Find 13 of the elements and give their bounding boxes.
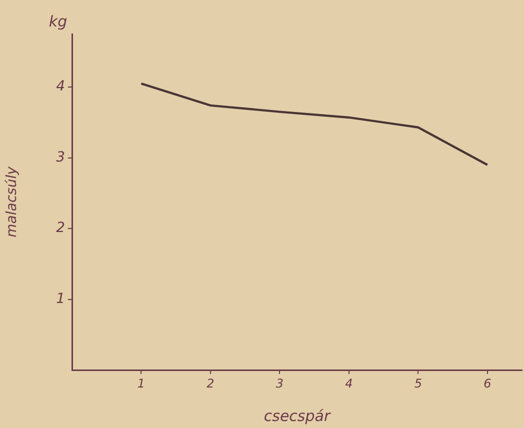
x-axis-title: csecspár [264,406,331,425]
text: kg [48,12,68,30]
y-tick-label: 2 [56,220,66,236]
x-tick-label: 3 [276,376,284,390]
y-axis-title: malacsúly [4,166,20,238]
x-tick-label: 2 [206,376,214,390]
y-tick-label: 1 [56,290,65,307]
x-tick-label: 5 [414,376,422,390]
y-tick-label: 4 [56,78,65,95]
x-tick-label: 1 [137,376,146,390]
x-tick-label: 6 [484,376,492,390]
x-tick-label: 4 [345,376,353,390]
y-tick-label: 3 [56,149,65,166]
